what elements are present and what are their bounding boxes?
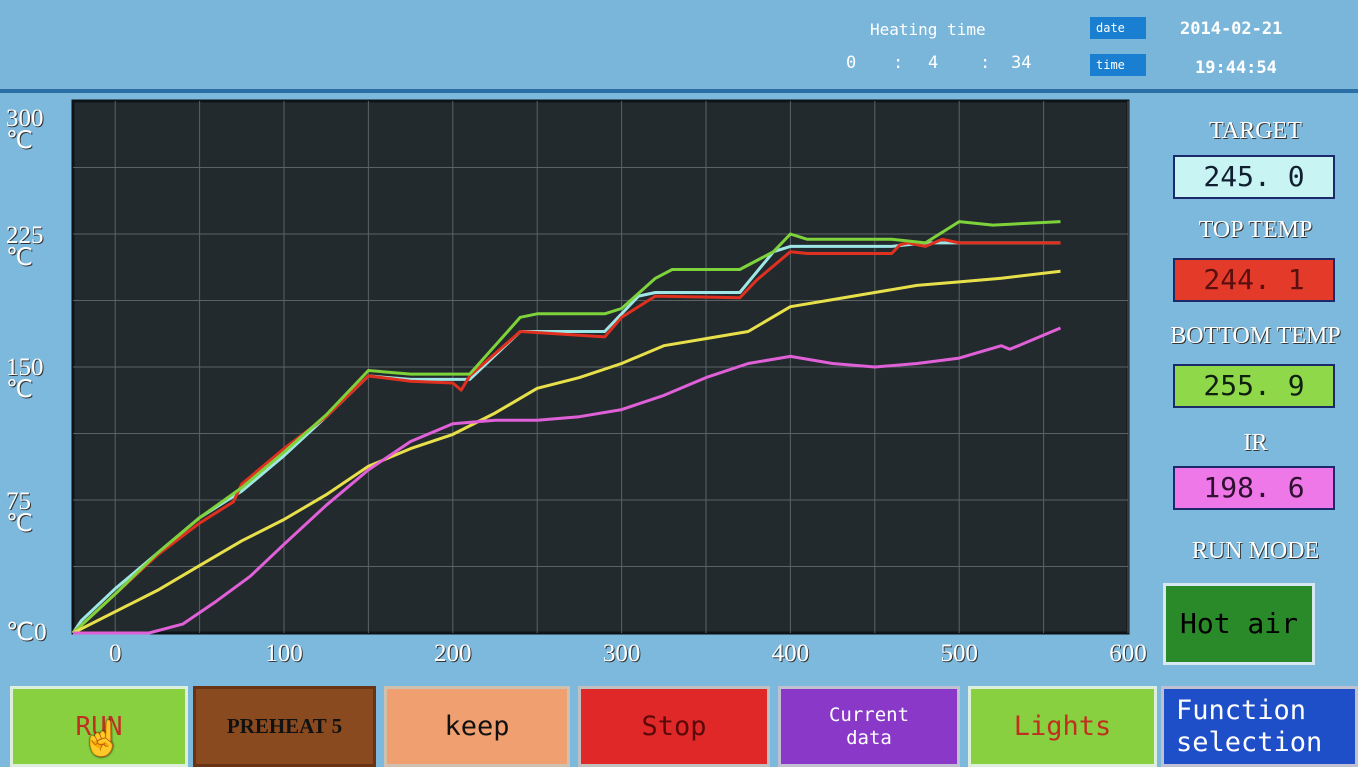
lights-button-label: Lights bbox=[1013, 711, 1112, 742]
current-data-button[interactable]: Current data bbox=[778, 686, 960, 767]
run-button[interactable]: RUN ☝ bbox=[10, 686, 188, 767]
heating-minutes: 4 bbox=[928, 53, 939, 73]
heating-hours: 0 bbox=[846, 53, 857, 73]
current-data-label-line2: data bbox=[846, 726, 892, 749]
preheat-button-label: PREHEAT 5 bbox=[226, 714, 343, 738]
run-mode-label: RUN MODE bbox=[1191, 538, 1320, 564]
stop-button-label: Stop bbox=[641, 711, 707, 742]
series-line-ir bbox=[73, 326, 1062, 635]
x-tick-label: 300 bbox=[602, 640, 641, 667]
function-selection-button[interactable]: Function selection bbox=[1161, 686, 1358, 767]
series-line-ir_proxy bbox=[72, 269, 1061, 635]
bottom-temp-value-box: 255. 9 bbox=[1173, 364, 1335, 408]
y-tick-label: ℃0 bbox=[6, 619, 47, 646]
x-tick-label: 400 bbox=[771, 640, 810, 667]
y-tick-label: 225 ℃ bbox=[6, 222, 44, 271]
x-tick-label: 500 bbox=[940, 640, 978, 667]
target-value-box: 245. 0 bbox=[1173, 155, 1335, 199]
bottom-temp-label: BOTTOM TEMP bbox=[1170, 323, 1341, 349]
heating-time-label: Heating time bbox=[870, 20, 986, 39]
keep-button-label: keep bbox=[444, 711, 510, 742]
time-value: 19:44:54 bbox=[1195, 58, 1277, 78]
run-button-label: RUN bbox=[75, 711, 123, 742]
lights-button[interactable]: Lights bbox=[968, 686, 1157, 767]
time-tag: time bbox=[1090, 54, 1146, 76]
stop-button[interactable]: Stop bbox=[578, 686, 770, 767]
x-tick-label: 200 bbox=[434, 640, 472, 667]
preheat-button[interactable]: PREHEAT 5 bbox=[193, 686, 376, 767]
heating-seconds: 34 bbox=[1011, 53, 1032, 73]
target-label: TARGET bbox=[1209, 118, 1302, 144]
x-tick-label: 600 bbox=[1109, 640, 1147, 667]
x-tick-label: 0 bbox=[108, 640, 122, 667]
hand-cursor-icon: ☝ bbox=[81, 721, 124, 758]
y-tick-label: 75 ℃ bbox=[6, 488, 33, 537]
top-temp-label: TOP TEMP bbox=[1198, 217, 1313, 243]
series-line-bottom_temp bbox=[71, 220, 1061, 635]
date-value: 2014-02-21 bbox=[1180, 19, 1283, 39]
ir-label: IR bbox=[1243, 430, 1268, 456]
y-tick-label: 150 ℃ bbox=[6, 354, 44, 403]
top-temp-value-box: 244. 1 bbox=[1173, 258, 1335, 302]
current-data-label-line1: Current bbox=[828, 703, 910, 726]
header-bar: Heating time 0 : 4 : 34 date time 2014-0… bbox=[0, 0, 1358, 93]
x-tick-label: 100 bbox=[265, 640, 303, 667]
function-selection-label-line2: selection bbox=[1176, 726, 1323, 758]
date-tag: date bbox=[1090, 17, 1146, 39]
heating-separator: : bbox=[893, 53, 904, 73]
ir-value-box: 198. 6 bbox=[1173, 466, 1335, 510]
y-tick-label: 300 ℃ bbox=[6, 105, 44, 154]
function-selection-label-line1: Function bbox=[1176, 694, 1307, 726]
run-mode-button[interactable]: Hot air bbox=[1163, 583, 1315, 665]
keep-button[interactable]: keep bbox=[384, 686, 570, 767]
heating-separator: : bbox=[980, 53, 991, 73]
